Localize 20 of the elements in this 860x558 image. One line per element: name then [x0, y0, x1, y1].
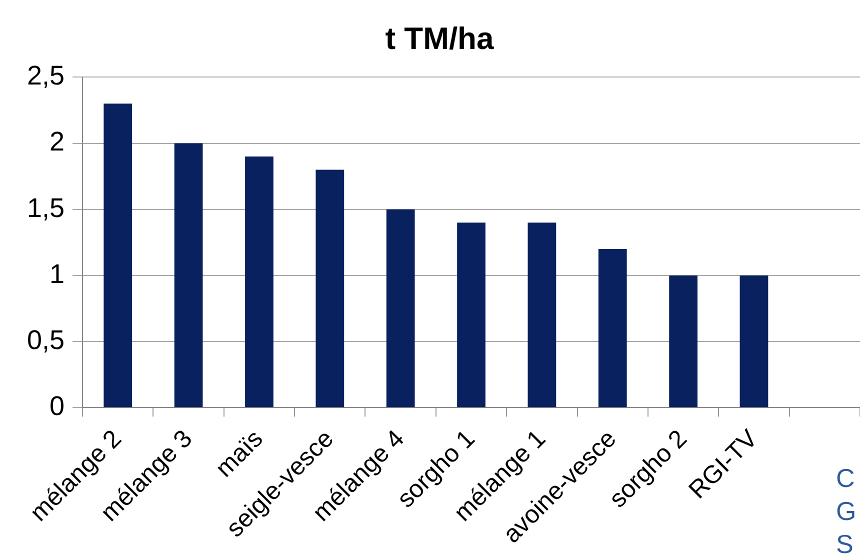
bar: [528, 222, 556, 408]
bar: [598, 249, 627, 408]
y-tick-label: 0,5: [26, 324, 65, 355]
y-tick-label: 0: [50, 391, 65, 422]
y-tick-label: 2,5: [26, 60, 65, 91]
bar: [457, 222, 486, 408]
bar: [386, 209, 415, 408]
y-tick-label: 1,5: [26, 192, 65, 223]
chart-title: t TM/ha: [385, 21, 494, 56]
bar: [104, 104, 132, 408]
bar: [316, 170, 344, 408]
text: C: [836, 462, 856, 495]
bar: [245, 156, 274, 408]
bar: [740, 275, 768, 408]
y-tick-label: 1: [50, 258, 65, 289]
bar: [669, 275, 698, 408]
text: G: [836, 495, 856, 528]
text: S: [836, 528, 854, 558]
bar: [174, 143, 203, 408]
y-tick-label: 2: [50, 126, 65, 157]
